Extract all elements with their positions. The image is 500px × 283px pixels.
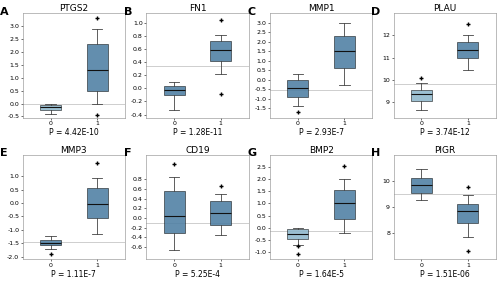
X-axis label: P = 1.11E-7: P = 1.11E-7 bbox=[52, 270, 96, 279]
PathPatch shape bbox=[40, 240, 61, 245]
X-axis label: P = 1.51E-06: P = 1.51E-06 bbox=[420, 270, 470, 279]
Title: PIGR: PIGR bbox=[434, 146, 456, 155]
PathPatch shape bbox=[164, 86, 184, 95]
X-axis label: P = 1.64E-5: P = 1.64E-5 bbox=[298, 270, 344, 279]
PathPatch shape bbox=[86, 188, 108, 218]
Title: MMP1: MMP1 bbox=[308, 4, 334, 13]
Text: B: B bbox=[124, 7, 132, 17]
Title: PTGS2: PTGS2 bbox=[60, 4, 88, 13]
PathPatch shape bbox=[334, 36, 355, 68]
PathPatch shape bbox=[411, 90, 432, 101]
PathPatch shape bbox=[288, 80, 308, 97]
Text: E: E bbox=[0, 149, 8, 158]
PathPatch shape bbox=[288, 229, 308, 239]
Title: MMP3: MMP3 bbox=[60, 146, 87, 155]
Text: A: A bbox=[0, 7, 9, 17]
PathPatch shape bbox=[210, 41, 231, 61]
Title: FN1: FN1 bbox=[188, 4, 206, 13]
Text: C: C bbox=[248, 7, 256, 17]
X-axis label: P = 3.74E-12: P = 3.74E-12 bbox=[420, 128, 470, 137]
X-axis label: P = 1.28E-11: P = 1.28E-11 bbox=[173, 128, 222, 137]
PathPatch shape bbox=[164, 191, 184, 233]
Text: F: F bbox=[124, 149, 132, 158]
Text: H: H bbox=[371, 149, 380, 158]
PathPatch shape bbox=[40, 105, 61, 110]
PathPatch shape bbox=[334, 190, 355, 219]
Title: CD19: CD19 bbox=[185, 146, 210, 155]
Text: G: G bbox=[248, 149, 256, 158]
X-axis label: P = 5.25E-4: P = 5.25E-4 bbox=[175, 270, 220, 279]
Title: PLAU: PLAU bbox=[433, 4, 456, 13]
PathPatch shape bbox=[86, 44, 108, 91]
X-axis label: P = 2.93E-7: P = 2.93E-7 bbox=[298, 128, 344, 137]
Text: D: D bbox=[371, 7, 380, 17]
PathPatch shape bbox=[458, 42, 478, 58]
X-axis label: P = 4.42E-10: P = 4.42E-10 bbox=[49, 128, 98, 137]
PathPatch shape bbox=[458, 204, 478, 223]
PathPatch shape bbox=[210, 201, 231, 225]
PathPatch shape bbox=[411, 178, 432, 193]
Title: BMP2: BMP2 bbox=[308, 146, 334, 155]
